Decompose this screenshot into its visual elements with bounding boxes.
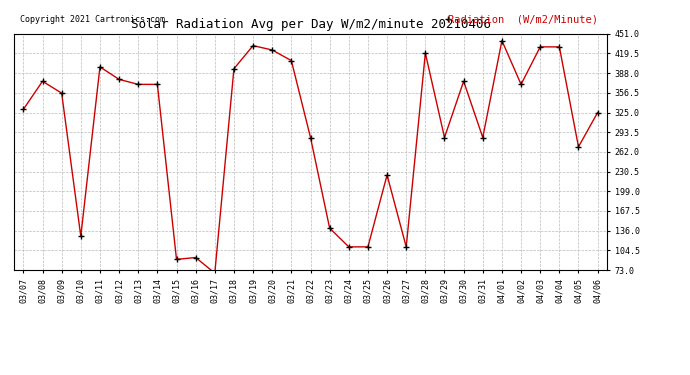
- Radiation  (W/m2/Minute): [19, 107, 28, 112]
- Radiation  (W/m2/Minute): [115, 77, 124, 82]
- Radiation  (W/m2/Minute): [249, 44, 257, 48]
- Radiation  (W/m2/Minute): [230, 66, 238, 71]
- Radiation  (W/m2/Minute): [210, 271, 219, 275]
- Radiation  (W/m2/Minute): [287, 58, 295, 63]
- Radiation  (W/m2/Minute): [479, 135, 487, 140]
- Radiation  (W/m2/Minute): [383, 173, 391, 177]
- Radiation  (W/m2/Minute): [134, 82, 142, 87]
- Radiation  (W/m2/Minute): [555, 45, 564, 49]
- Radiation  (W/m2/Minute): [574, 145, 582, 149]
- Radiation  (W/m2/Minute): [460, 79, 468, 84]
- Radiation  (W/m2/Minute): [517, 82, 525, 87]
- Radiation  (W/m2/Minute): [344, 244, 353, 249]
- Radiation  (W/m2/Minute): [57, 91, 66, 95]
- Radiation  (W/m2/Minute): [536, 45, 544, 49]
- Radiation  (W/m2/Minute): [421, 51, 429, 56]
- Radiation  (W/m2/Minute): [192, 255, 200, 260]
- Radiation  (W/m2/Minute): [39, 79, 47, 84]
- Radiation  (W/m2/Minute): [593, 110, 602, 115]
- Radiation  (W/m2/Minute): [306, 135, 315, 140]
- Radiation  (W/m2/Minute): [497, 38, 506, 43]
- Radiation  (W/m2/Minute): [77, 234, 85, 238]
- Legend: Radiation  (W/m2/Minute): Radiation (W/m2/Minute): [444, 10, 602, 29]
- Text: Copyright 2021 Cartronics.com: Copyright 2021 Cartronics.com: [20, 15, 165, 24]
- Radiation  (W/m2/Minute): [440, 135, 449, 140]
- Radiation  (W/m2/Minute): [402, 244, 411, 249]
- Radiation  (W/m2/Minute): [96, 64, 104, 69]
- Radiation  (W/m2/Minute): [364, 244, 372, 249]
- Radiation  (W/m2/Minute): [326, 226, 334, 230]
- Radiation  (W/m2/Minute): [153, 82, 161, 87]
- Radiation  (W/m2/Minute): [268, 48, 277, 52]
- Title: Solar Radiation Avg per Day W/m2/minute 20210406: Solar Radiation Avg per Day W/m2/minute …: [130, 18, 491, 31]
- Line: Radiation  (W/m2/Minute): Radiation (W/m2/Minute): [21, 38, 600, 276]
- Radiation  (W/m2/Minute): [172, 257, 181, 262]
